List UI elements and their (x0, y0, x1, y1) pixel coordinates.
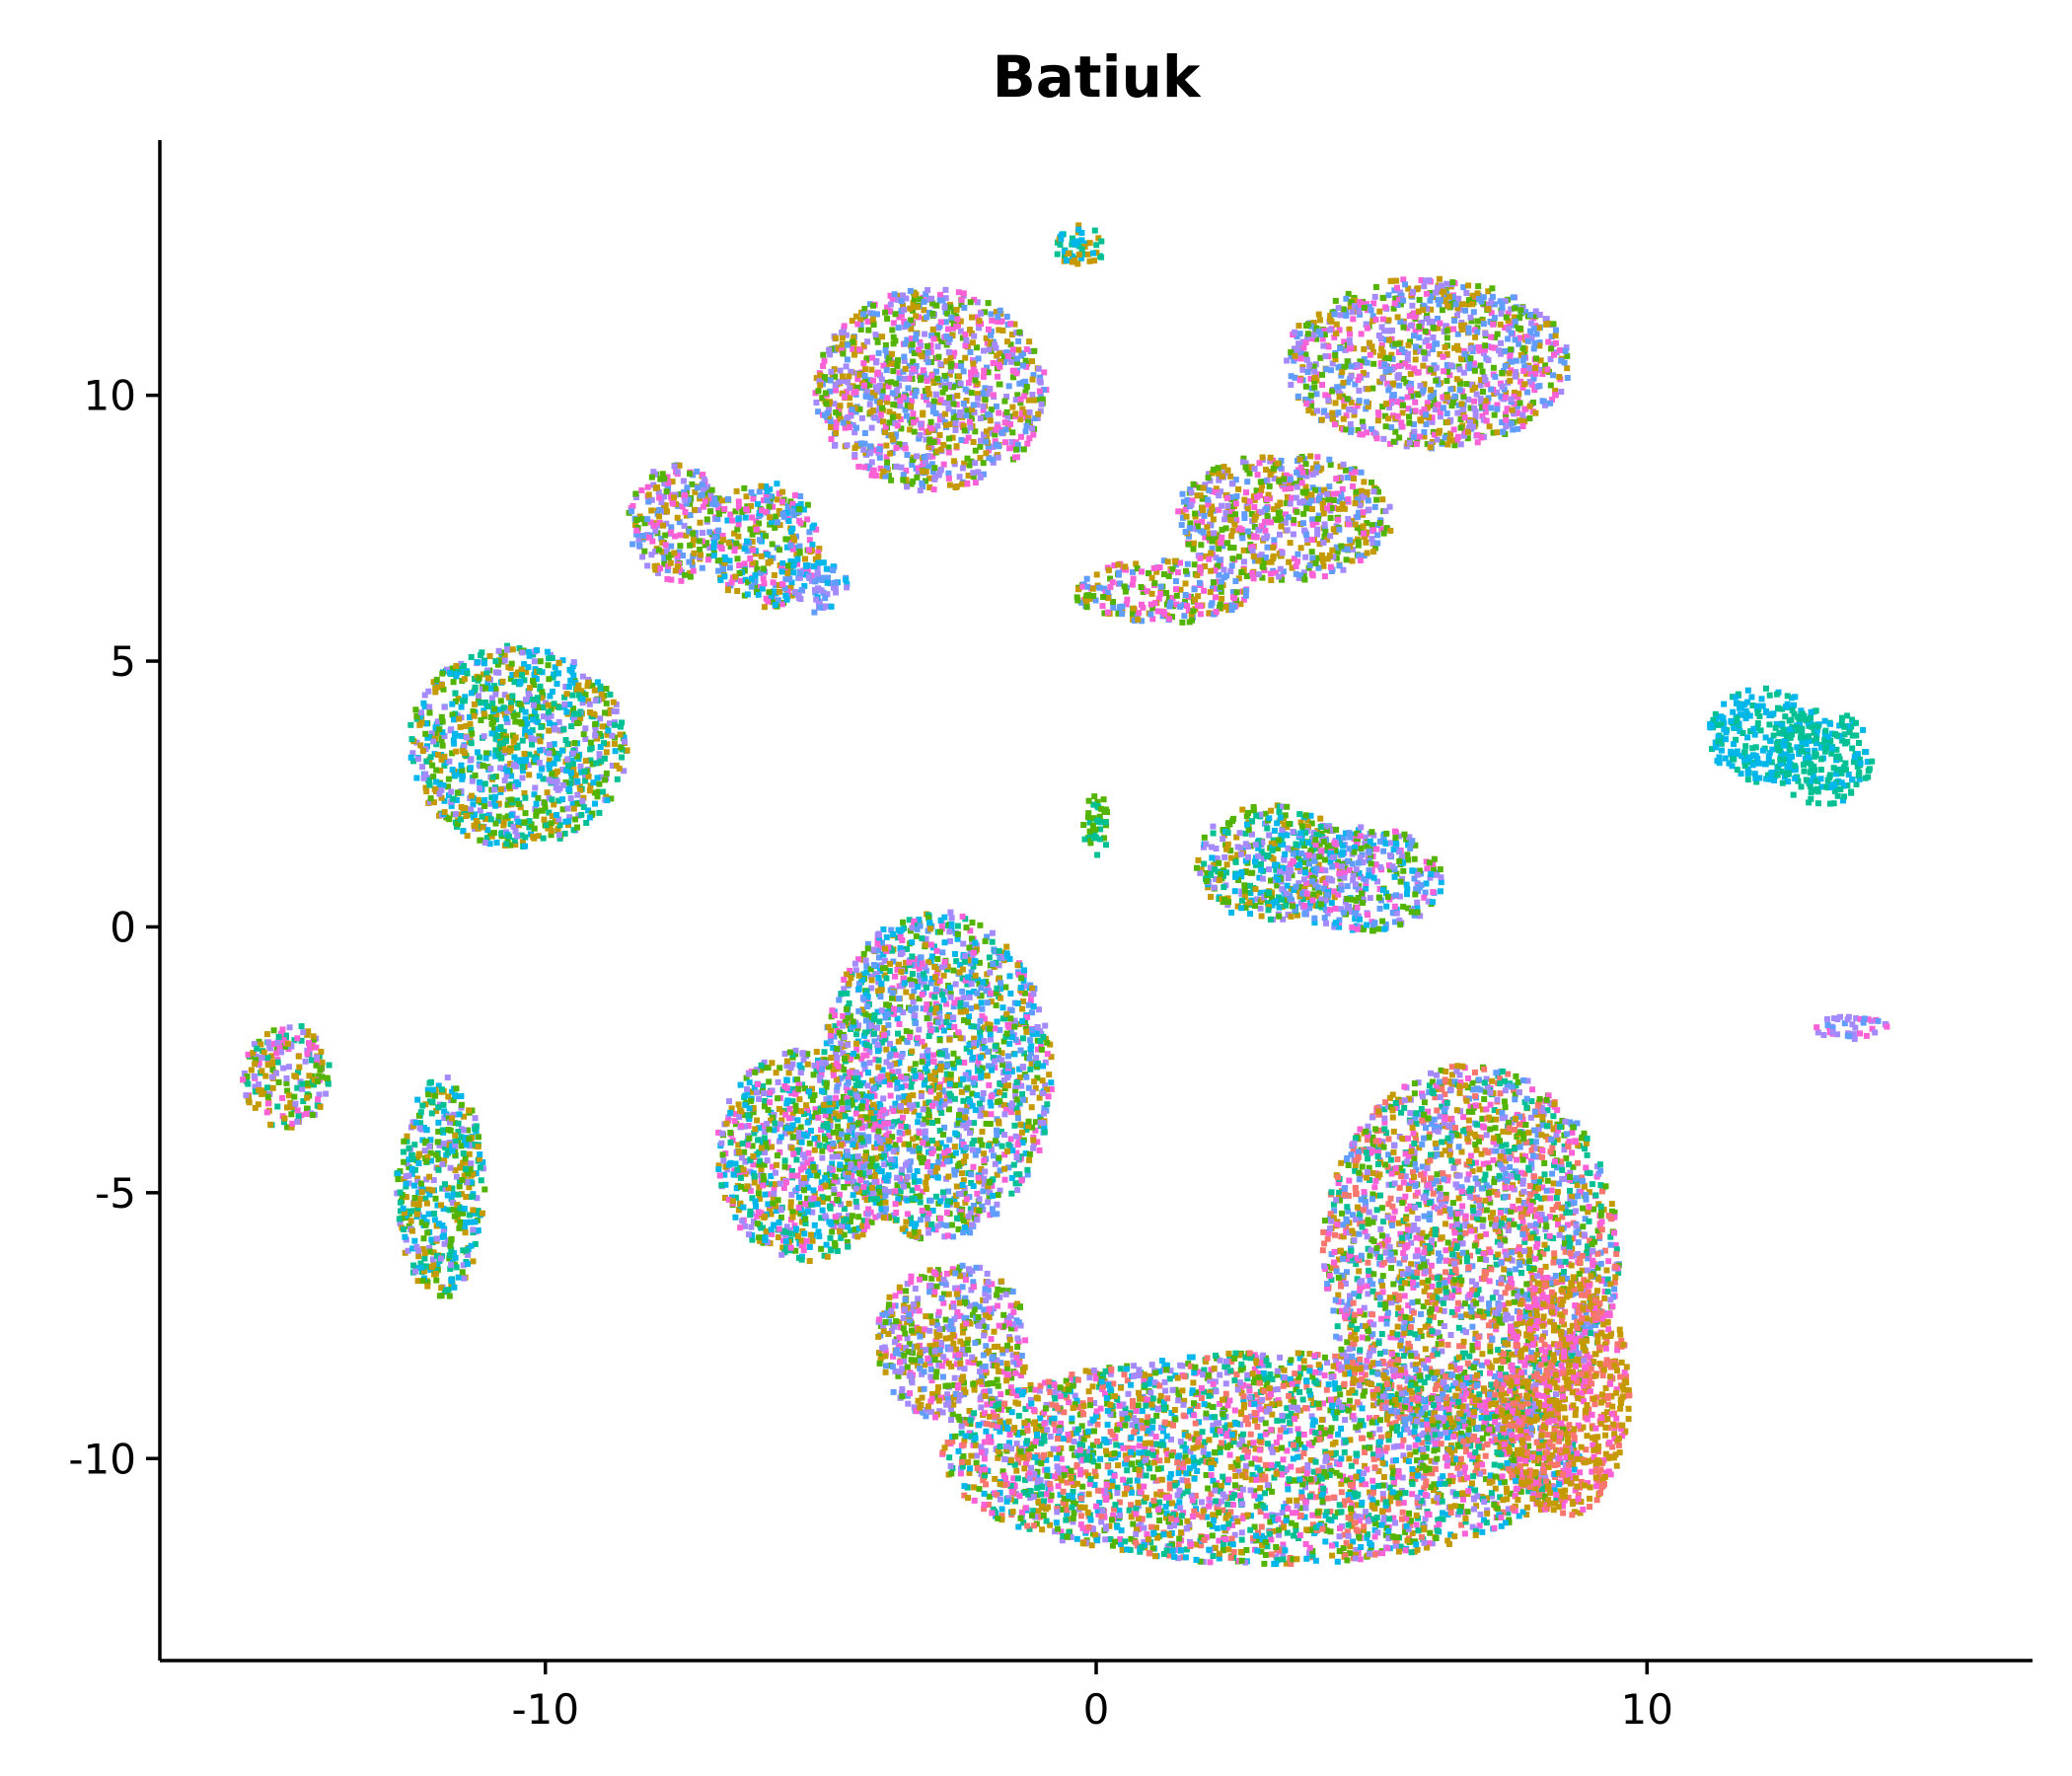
cluster-11 (1774, 707, 1876, 807)
cluster-17 (818, 909, 1055, 1242)
y-tick-label-2: 0 (110, 903, 136, 951)
cluster-18 (875, 1262, 1029, 1424)
cluster-8 (1175, 453, 1394, 583)
cluster-3 (710, 481, 823, 611)
cluster-12 (1813, 1013, 1890, 1043)
y-tick-label-1: -5 (95, 1169, 136, 1218)
cluster-5 (812, 286, 1050, 494)
y-tick-label-0: -10 (68, 1435, 136, 1483)
cluster-21 (1496, 1274, 1633, 1518)
cluster-2 (626, 462, 727, 584)
cluster-13 (1194, 802, 1353, 923)
chart-title: Batiuk (993, 43, 1202, 111)
cluster-9 (1073, 557, 1250, 626)
cluster-6 (1054, 222, 1105, 267)
cluster-16 (715, 1047, 895, 1264)
scatter-points (240, 222, 1890, 1568)
x-tick-label-1: 0 (1083, 1685, 1110, 1734)
cluster-1 (407, 642, 630, 850)
y-axis-ticks: -10 -5 0 5 10 (68, 372, 160, 1483)
cluster-4 (791, 559, 851, 616)
x-tick-label-2: 10 (1621, 1685, 1673, 1734)
cluster-7 (1284, 275, 1571, 452)
cluster-23 (394, 1074, 488, 1299)
cluster-14 (1275, 824, 1444, 934)
x-axis-ticks: -10 0 10 (511, 1661, 1673, 1734)
cluster-22 (240, 1023, 333, 1131)
cluster-19 (939, 1350, 1583, 1568)
cluster-15 (1080, 793, 1110, 858)
y-tick-label-4: 10 (84, 372, 136, 420)
cluster-20 (1319, 1063, 1622, 1450)
y-tick-label-3: 5 (110, 637, 136, 686)
x-tick-label-0: -10 (511, 1685, 579, 1734)
